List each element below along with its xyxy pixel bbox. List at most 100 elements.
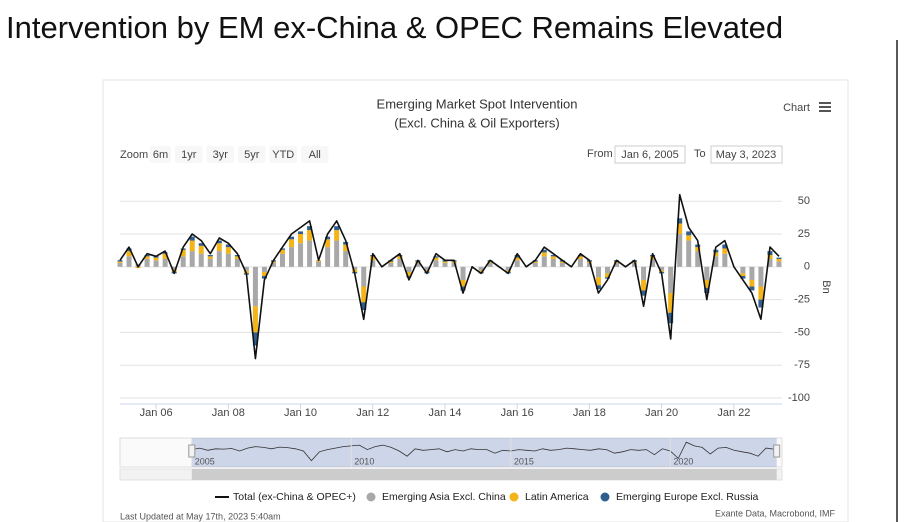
legend-symbol[interactable] [509,492,519,502]
bar [198,245,204,254]
bar [289,236,295,240]
zoom-button-label[interactable]: 6m [153,149,168,161]
bar [361,302,367,311]
legend-symbol[interactable] [366,492,376,502]
bar [225,247,231,254]
y-tick-label: 0 [804,261,810,273]
bar [514,257,520,261]
bar [207,256,213,259]
zoom-button-label[interactable]: 3yr [213,149,229,161]
bar [433,256,439,258]
legend-label[interactable]: Emerging Asia Excl. China [382,491,506,503]
bar [126,251,132,257]
legend-symbol[interactable] [600,492,610,502]
bar [252,306,258,333]
zoom-button[interactable] [238,146,266,163]
zoom-button[interactable] [269,146,298,163]
bar [415,261,421,263]
legend-label[interactable]: Latin America [525,491,589,503]
menu-icon[interactable] [819,110,831,112]
x-tick-label: Jan 06 [140,407,173,419]
to-label: To [694,148,706,160]
bar [577,258,583,267]
bar [460,279,466,287]
from-input[interactable] [614,145,686,164]
bar [713,256,719,267]
bar [632,262,638,267]
bar [144,255,150,257]
x-tick-label: Jan 20 [645,407,678,419]
bar [442,261,448,263]
bar [289,239,295,248]
bar [334,226,340,231]
bar [279,249,285,254]
zoom-button[interactable] [301,146,329,163]
bar [144,258,150,267]
bar [189,240,195,252]
navigator-handle[interactable] [188,444,196,458]
zoom-button-label[interactable]: 5yr [244,149,260,161]
bar [415,262,421,267]
bar [153,257,159,261]
navigator-selection[interactable] [191,438,777,467]
bar [433,257,439,261]
zoom-button-label[interactable]: All [309,149,321,161]
chart-menu[interactable]: Chart [783,102,831,114]
bar [198,243,204,246]
navigator-tick-label: 2010 [354,456,374,466]
bar [704,279,710,288]
scrollbar-thumb[interactable] [191,469,777,480]
bar [117,262,123,267]
bar [279,253,285,267]
bar [704,287,710,294]
bar [298,243,304,267]
zoom-label: Zoom [120,149,148,161]
bar [487,261,493,263]
bar [740,276,746,279]
bar [686,235,692,241]
zoom-button[interactable] [206,146,235,163]
x-tick-label: Jan 08 [212,407,245,419]
menu-icon[interactable] [819,102,831,104]
menu-label[interactable]: Chart [783,102,810,114]
navigator-tick-label: 2005 [195,456,215,466]
bar [758,299,764,308]
legend-label[interactable]: Total (ex-China & OPEC+) [233,491,356,503]
bar [334,240,340,267]
zoom-button-label[interactable]: 1yr [181,149,197,161]
bar [117,261,123,263]
bar [713,252,719,257]
from-label: From [587,148,613,160]
navigator-tick-label: 2015 [514,456,534,466]
bar [668,312,674,324]
bar [505,270,511,273]
bar [668,293,674,313]
to-value[interactable]: May 3, 2023 [716,149,777,161]
bar [189,236,195,241]
legend-label[interactable]: Emerging Europe Excl. Russia [616,491,759,503]
menu-icon[interactable] [819,106,831,108]
bar [532,262,538,267]
to-input[interactable] [710,145,783,164]
bar [171,269,177,273]
navigator-handle[interactable] [773,444,781,458]
bar [334,230,340,241]
from-value[interactable]: Jan 6, 2005 [621,149,679,161]
bar [595,285,601,290]
y-tick-label: -50 [794,326,810,338]
bar [460,266,466,280]
bar [216,251,222,267]
bar [298,234,304,244]
zoom-button[interactable] [150,146,171,163]
bar [325,239,331,248]
bar [541,249,547,253]
bar [162,258,168,267]
bar [776,261,782,267]
bar [144,256,150,259]
zoom-button[interactable] [175,146,203,163]
x-tick-label: Jan 14 [428,407,461,419]
zoom-button-label[interactable]: YTD [272,149,294,161]
bar [298,231,304,235]
